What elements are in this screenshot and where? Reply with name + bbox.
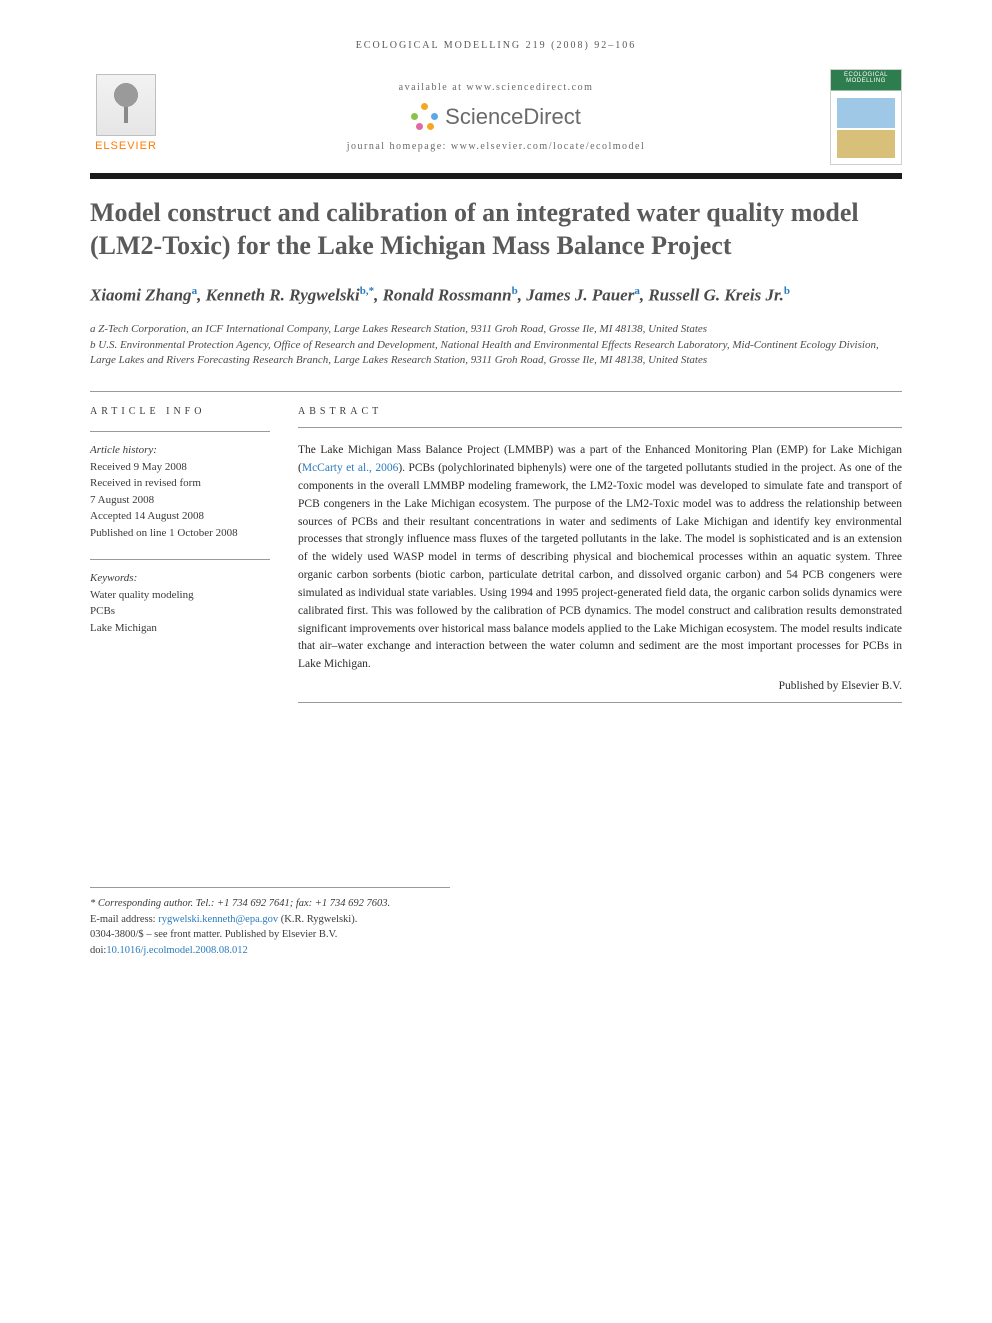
doi-link[interactable]: 10.1016/j.ecolmodel.2008.08.012 xyxy=(106,945,247,956)
journal-homepage-line: journal homepage: www.elsevier.com/locat… xyxy=(174,141,818,152)
abstract-body: The Lake Michigan Mass Balance Project (… xyxy=(298,442,902,674)
front-matter-line: 0304-3800/$ – see front matter. Publishe… xyxy=(90,927,450,943)
info-rule-1 xyxy=(90,431,270,432)
keyword: Water quality modeling xyxy=(90,587,270,604)
footnote-block: * Corresponding author. Tel.: +1 734 692… xyxy=(90,887,450,959)
affiliations-block: a Z-Tech Corporation, an ICF Internation… xyxy=(90,322,902,370)
available-at-line: available at www.sciencedirect.com xyxy=(174,82,818,93)
sciencedirect-wordmark: ScienceDirect xyxy=(445,104,581,130)
cover-title: ECOLOGICAL MODELLING xyxy=(831,72,901,84)
history-line: Published on line 1 October 2008 xyxy=(90,525,270,542)
doi-line: doi:10.1016/j.ecolmodel.2008.08.012 xyxy=(90,943,450,959)
article-info-column: ARTICLE INFO Article history: Received 9… xyxy=(90,406,270,717)
abstract-text-post: ). PCBs (polychlorinated biphenyls) were… xyxy=(298,462,902,670)
email-label: E-mail address: xyxy=(90,914,158,925)
journal-cover-thumbnail: ECOLOGICAL MODELLING xyxy=(830,69,902,165)
history-line: Accepted 14 August 2008 xyxy=(90,508,270,525)
section-rule xyxy=(90,391,902,392)
keyword: Lake Michigan xyxy=(90,620,270,637)
article-history-block: Article history: Received 9 May 2008 Rec… xyxy=(90,442,270,541)
elsevier-wordmark: ELSEVIER xyxy=(95,140,157,152)
publisher-line: Published by Elsevier B.V. xyxy=(298,680,902,692)
keywords-block: Keywords: Water quality modeling PCBs La… xyxy=(90,570,270,636)
doi-label: doi: xyxy=(90,945,106,956)
sciencedirect-dots-icon xyxy=(411,103,439,131)
citation-link[interactable]: McCarty et al., 2006 xyxy=(302,462,398,474)
article-title: Model construct and calibration of an in… xyxy=(90,197,902,262)
history-line: Received in revised form xyxy=(90,475,270,492)
keyword: PCBs xyxy=(90,603,270,620)
history-line: 7 August 2008 xyxy=(90,492,270,509)
affiliation-a: a Z-Tech Corporation, an ICF Internation… xyxy=(90,322,902,338)
running-head: ECOLOGICAL MODELLING 219 (2008) 92–106 xyxy=(90,40,902,51)
title-rule xyxy=(90,173,902,179)
history-line: Received 9 May 2008 xyxy=(90,459,270,476)
history-label: Article history: xyxy=(90,442,270,459)
authors-line: Xiaomi Zhanga, Kenneth R. Rygwelskib,*, … xyxy=(90,284,902,308)
email-line: E-mail address: rygwelski.kenneth@epa.go… xyxy=(90,912,450,928)
elsevier-tree-icon xyxy=(96,74,156,136)
keywords-label: Keywords: xyxy=(90,570,270,587)
header-center: available at www.sciencedirect.com Scien… xyxy=(162,82,830,152)
abstract-column: ABSTRACT The Lake Michigan Mass Balance … xyxy=(298,406,902,717)
article-info-heading: ARTICLE INFO xyxy=(90,406,270,417)
two-column-region: ARTICLE INFO Article history: Received 9… xyxy=(90,406,902,717)
abstract-rule xyxy=(298,427,902,428)
email-link[interactable]: rygwelski.kenneth@epa.gov xyxy=(158,914,278,925)
abstract-bottom-rule xyxy=(298,702,902,703)
elsevier-logo: ELSEVIER xyxy=(90,74,162,160)
abstract-heading: ABSTRACT xyxy=(298,406,902,417)
corresponding-author-note: * Corresponding author. Tel.: +1 734 692… xyxy=(90,896,450,912)
info-rule-2 xyxy=(90,559,270,560)
email-person: (K.R. Rygwelski). xyxy=(278,914,357,925)
sciencedirect-logo: ScienceDirect xyxy=(411,103,581,131)
affiliation-b: b U.S. Environmental Protection Agency, … xyxy=(90,338,902,370)
header-row: ELSEVIER available at www.sciencedirect.… xyxy=(90,69,902,165)
